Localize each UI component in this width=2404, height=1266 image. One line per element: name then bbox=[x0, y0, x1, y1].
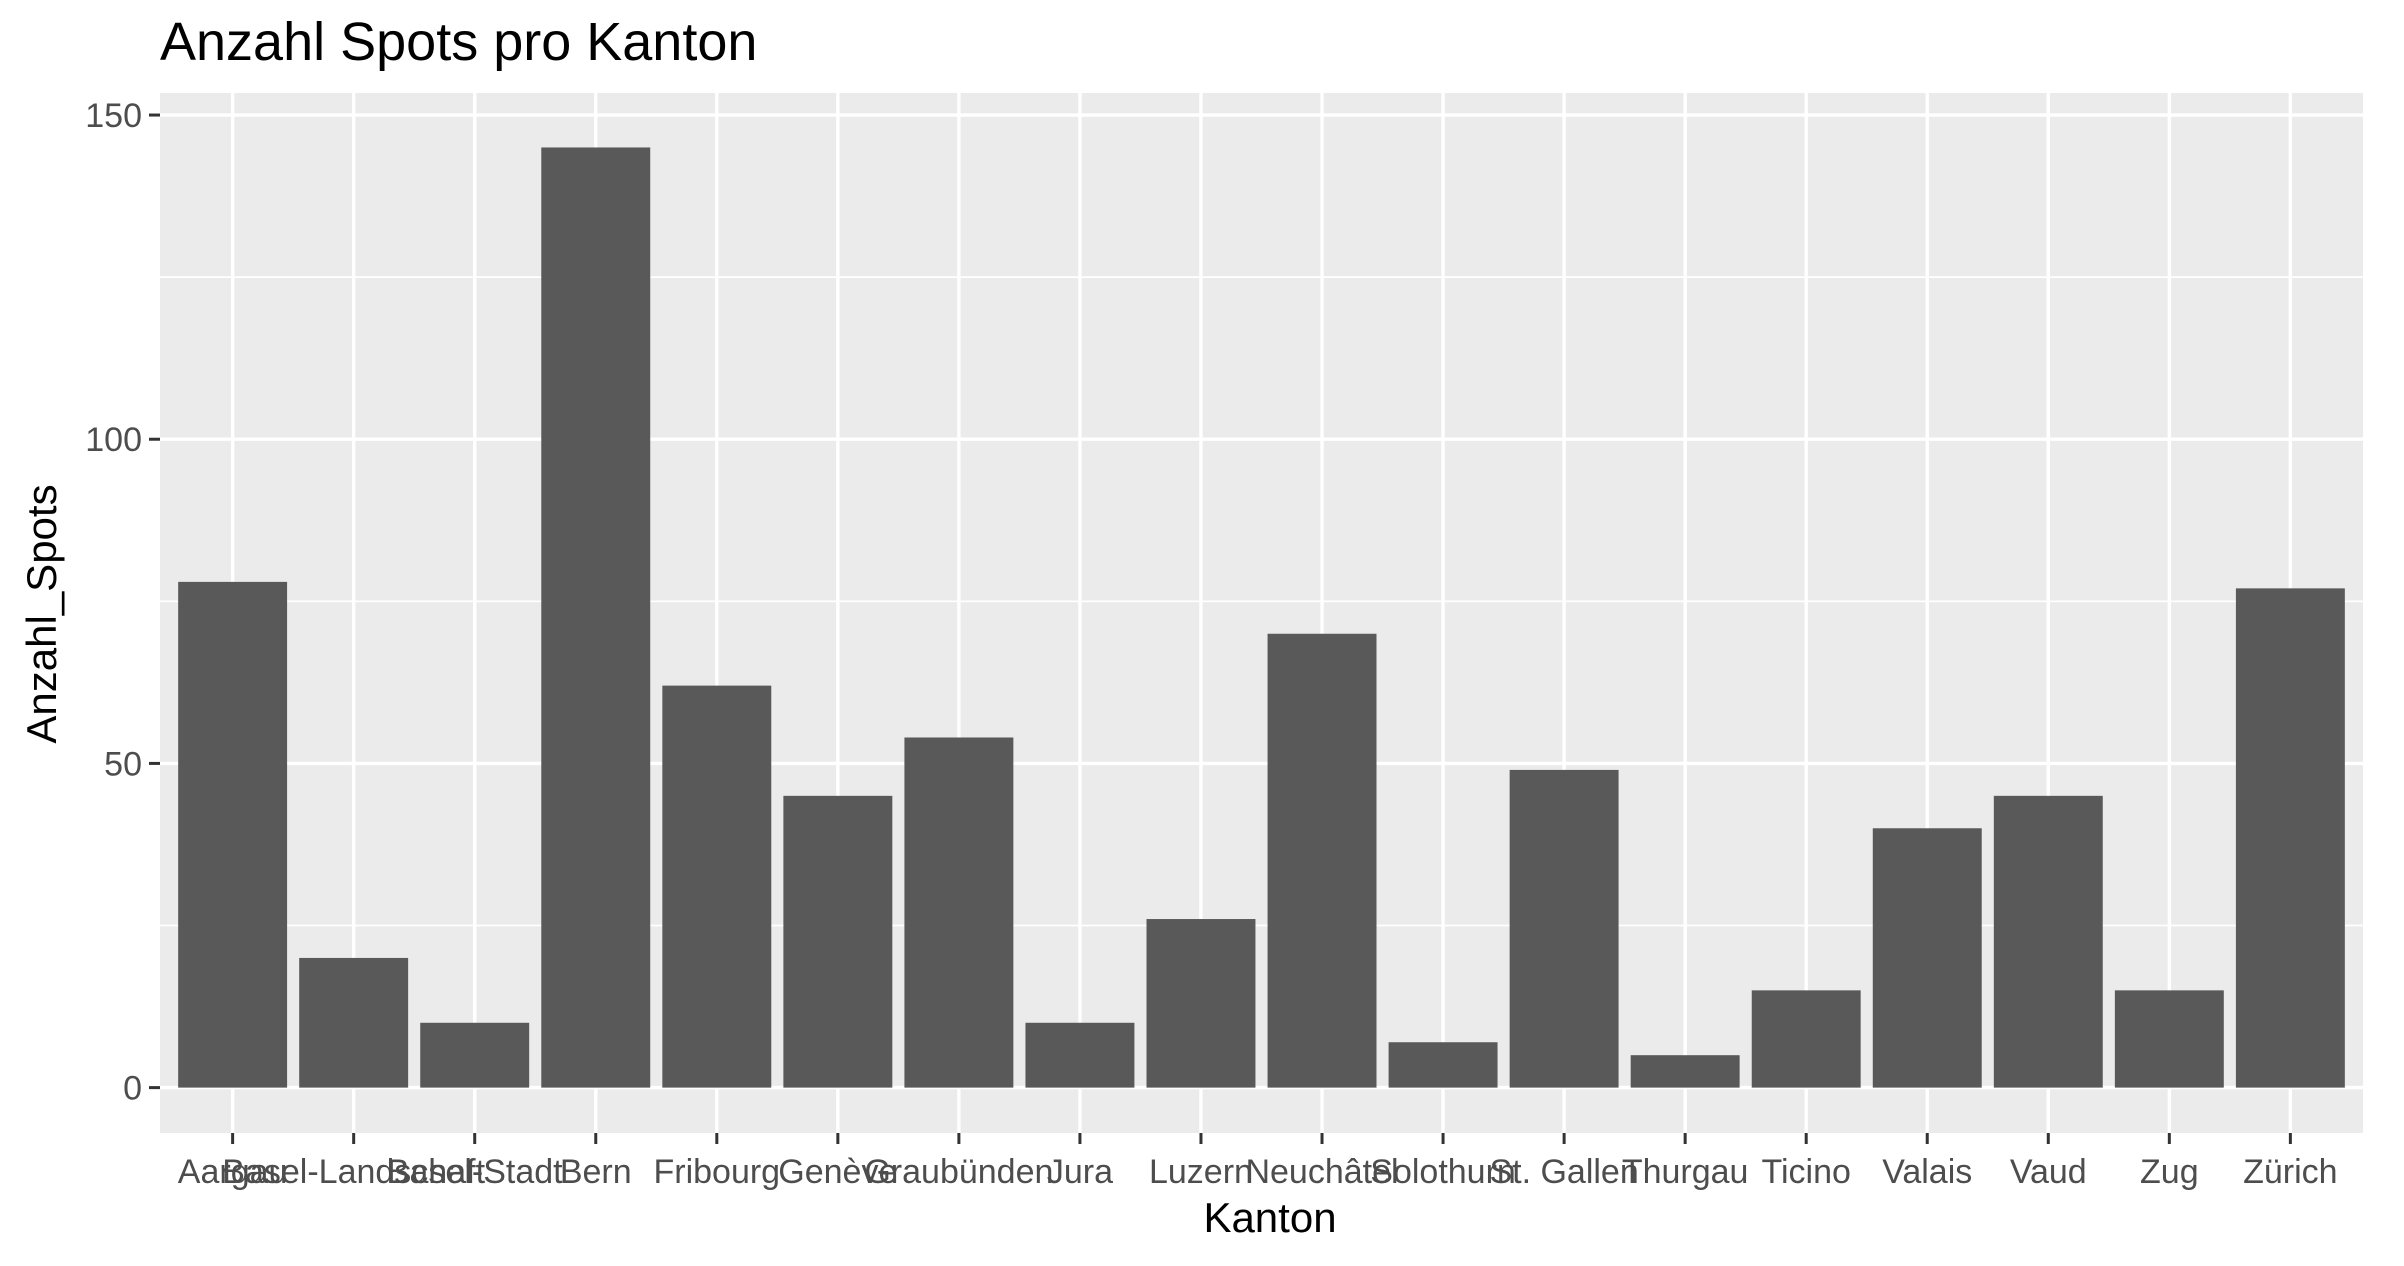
y-tick-label: 150 bbox=[85, 97, 142, 135]
x-tick-label: Basel-Stadt bbox=[387, 1153, 563, 1191]
x-tick-label: Jura bbox=[1047, 1153, 1113, 1191]
x-tick-label: Basel-Landschaft bbox=[222, 1153, 485, 1191]
bars bbox=[178, 147, 2345, 1088]
bar-graub-nden bbox=[904, 737, 1014, 1088]
bar-luzern bbox=[1146, 919, 1256, 1088]
bar-basel-stadt bbox=[420, 1022, 530, 1088]
x-tick-label: Neuchâtel bbox=[1245, 1153, 1398, 1191]
bar-ticino bbox=[1751, 990, 1861, 1088]
x-tick-label: Bern bbox=[560, 1153, 632, 1191]
x-tick-label: Valais bbox=[1882, 1153, 1972, 1191]
bar-z-rich bbox=[2235, 588, 2345, 1088]
x-tick-label: Luzern bbox=[1149, 1153, 1253, 1191]
bar-vaud bbox=[1993, 795, 2103, 1088]
bar-bern bbox=[541, 147, 651, 1088]
x-tick-label: St. Gallen bbox=[1489, 1153, 1638, 1191]
y-axis: 0 50 100 150 bbox=[85, 97, 160, 1108]
x-tick-label: Fribourg bbox=[653, 1153, 780, 1191]
chart-title: Anzahl Spots pro Kanton bbox=[160, 12, 757, 72]
y-tick-label: 0 bbox=[123, 1070, 142, 1108]
x-tick-label: Vaud bbox=[2010, 1153, 2087, 1191]
bar-valais bbox=[1872, 828, 1982, 1088]
x-tick-label: Solothurn bbox=[1370, 1153, 1516, 1191]
x-tick-label: Thurgau bbox=[1622, 1153, 1749, 1191]
x-tick-label: Genève bbox=[778, 1153, 897, 1191]
bar-zug bbox=[2114, 990, 2224, 1088]
x-tick-label: Graubünden bbox=[864, 1153, 1053, 1191]
x-tick-label: Aargau bbox=[178, 1153, 288, 1191]
x-tick-label: Ticino bbox=[1761, 1153, 1850, 1191]
bar-thurgau bbox=[1630, 1055, 1740, 1088]
bar-aargau bbox=[178, 581, 288, 1088]
x-tick-label: Zug bbox=[2140, 1153, 2199, 1191]
y-axis-title: Anzahl_Spots bbox=[18, 484, 65, 743]
bar-st-gallen bbox=[1509, 769, 1619, 1088]
x-tick-label: Zürich bbox=[2243, 1153, 2337, 1191]
bar-gen-ve bbox=[783, 795, 893, 1088]
y-tick-label: 100 bbox=[85, 421, 142, 459]
y-tick-label: 50 bbox=[104, 745, 142, 783]
bar-basel-landschaft bbox=[299, 957, 409, 1088]
bar-fribourg bbox=[662, 685, 772, 1088]
x-axis-title: Kanton bbox=[1203, 1194, 1336, 1241]
bar-neuch-tel bbox=[1267, 633, 1377, 1088]
bar-jura bbox=[1025, 1022, 1135, 1088]
bar-solothurn bbox=[1388, 1042, 1498, 1088]
